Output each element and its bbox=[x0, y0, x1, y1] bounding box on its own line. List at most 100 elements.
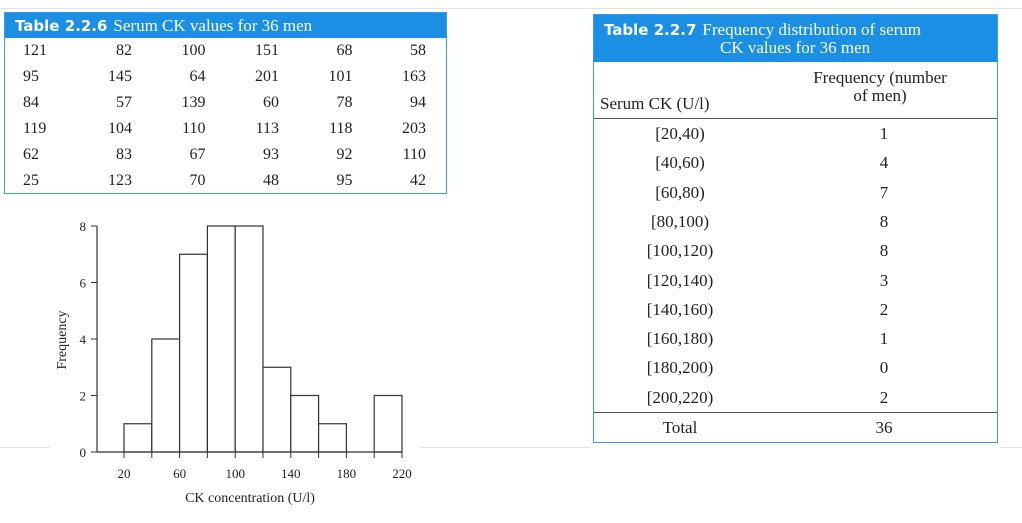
table-cell: 82 bbox=[116, 42, 132, 59]
x-axis-label: CK concentration (U/l) bbox=[185, 491, 315, 506]
range-cell: [20,40) bbox=[655, 124, 705, 143]
table-cell: 119 bbox=[23, 120, 47, 137]
table-cell: 100 bbox=[181, 42, 206, 59]
column-header-frequency: Frequency (number of men) bbox=[790, 69, 970, 105]
table-cell: 163 bbox=[402, 68, 426, 85]
table-cell: 25 bbox=[23, 172, 39, 189]
table-row: [180,200) 0 bbox=[594, 353, 997, 383]
histogram-bar bbox=[373, 394, 403, 453]
table-cell: 60 bbox=[263, 94, 279, 111]
table-row: [80,100) 8 bbox=[594, 207, 997, 237]
table-row: [100,120) 8 bbox=[594, 236, 997, 266]
histogram-bar bbox=[206, 225, 236, 453]
y-tick-label: 8 bbox=[80, 219, 87, 234]
frequency-cell: 2 bbox=[879, 387, 889, 407]
table-row: [160,180) 1 bbox=[594, 324, 997, 354]
table-row: [20,40) 1 bbox=[594, 119, 997, 149]
table-cell: 110 bbox=[182, 120, 206, 137]
table-cell: 203 bbox=[402, 120, 426, 137]
range-cell: [100,120) bbox=[646, 241, 714, 261]
table-row: [140,160) 2 bbox=[594, 295, 997, 325]
table-cell: 70 bbox=[189, 172, 206, 189]
y-axis-label: Frequency bbox=[55, 310, 70, 369]
serum-ck-values-table: Table 2.2.6 Serum CK values for 36 men 12… bbox=[4, 12, 447, 194]
table-row: [200,220) 2 bbox=[594, 383, 997, 413]
table-cell: 151 bbox=[255, 42, 279, 59]
range-cell: [200,220) bbox=[646, 387, 714, 407]
table-row: [40,60) 4 bbox=[594, 148, 997, 178]
range-cell: [140,160) bbox=[646, 299, 714, 319]
table-cell: 48 bbox=[263, 172, 279, 189]
table-cell: 110 bbox=[402, 146, 426, 163]
divider bbox=[0, 8, 460, 9]
divider bbox=[420, 447, 590, 448]
frequency-cell: 1 bbox=[879, 329, 889, 349]
histogram-bar bbox=[318, 423, 348, 453]
table-cell: 121 bbox=[23, 42, 47, 59]
table-cell: 101 bbox=[328, 68, 353, 85]
range-cell: [160,180) bbox=[646, 329, 714, 349]
range-cell: [80,100) bbox=[650, 211, 710, 231]
frequency-cell: 3 bbox=[879, 270, 889, 290]
range-cell: [40,60) bbox=[655, 153, 705, 173]
table-cell: 145 bbox=[108, 68, 132, 85]
range-cell: [120,140) bbox=[646, 270, 714, 290]
histogram-bar bbox=[179, 253, 209, 453]
frequency-cell: 0 bbox=[879, 358, 889, 378]
frequency-cell: 8 bbox=[879, 241, 889, 261]
total-value: 36 bbox=[875, 418, 893, 437]
total-row: Total 36 bbox=[594, 412, 997, 443]
table-cell: 64 bbox=[189, 68, 206, 85]
y-tick-label: 0 bbox=[80, 445, 87, 460]
table-body: 121 82 100 151 68 58 95 145 64 201 101 163 84 57 139 60… bbox=[5, 38, 446, 194]
column-header-serum-ck: Serum CK (U/l) bbox=[600, 94, 710, 113]
x-tick-label: 60 bbox=[173, 466, 186, 481]
table-cell: 113 bbox=[255, 120, 279, 137]
table-cell: 94 bbox=[410, 94, 426, 111]
table-cell: 62 bbox=[23, 146, 39, 163]
x-tick-label: 220 bbox=[392, 466, 412, 481]
column-header-line: of men) bbox=[853, 86, 907, 105]
histogram-bar bbox=[234, 225, 264, 453]
table-cell: 58 bbox=[410, 42, 426, 59]
histogram-bar bbox=[151, 338, 181, 453]
frequency-cell: 7 bbox=[879, 182, 889, 202]
table-cell: 201 bbox=[255, 68, 279, 85]
column-headers: Serum CK (U/l) Frequency (number of men) bbox=[594, 63, 997, 119]
histogram-bar bbox=[290, 394, 320, 453]
table-label: Table 2.2.7 bbox=[604, 21, 697, 39]
frequency-cell: 2 bbox=[879, 299, 889, 319]
table-cell: 42 bbox=[410, 172, 426, 189]
table-cell: 78 bbox=[336, 94, 353, 111]
divider bbox=[460, 8, 1022, 9]
divider bbox=[1000, 447, 1022, 448]
table-cell: 104 bbox=[108, 120, 132, 137]
y-tick-label: 4 bbox=[80, 332, 87, 347]
y-tick-label: 6 bbox=[80, 276, 87, 291]
table-cell: 95 bbox=[336, 172, 353, 189]
x-tick-label: 140 bbox=[281, 466, 301, 481]
table-cell: 93 bbox=[263, 146, 279, 163]
table-cell: 95 bbox=[23, 68, 39, 85]
table-cell: 92 bbox=[336, 146, 353, 163]
table-title-line2: CK values for 36 men bbox=[720, 38, 871, 57]
table-title: Serum CK values for 36 men bbox=[113, 16, 313, 35]
table-row: [60,80) 7 bbox=[594, 178, 997, 208]
histogram-bar bbox=[123, 423, 153, 453]
histogram-bar bbox=[262, 366, 292, 453]
x-tick-label: 180 bbox=[337, 466, 357, 481]
table-title: Frequency distribution of serum bbox=[702, 20, 922, 39]
table-cell: 67 bbox=[189, 146, 206, 163]
divider bbox=[0, 447, 50, 448]
table-cell: 84 bbox=[23, 94, 39, 111]
frequency-cell: 1 bbox=[879, 124, 889, 143]
x-tick-label: 100 bbox=[225, 466, 245, 481]
table-cell: 57 bbox=[116, 94, 132, 111]
range-cell: [180,200) bbox=[646, 358, 714, 378]
table-row: [120,140) 3 bbox=[594, 266, 997, 296]
table-cell: 68 bbox=[336, 42, 353, 59]
histogram-chart: CK concentration (U/l) Frequency 0 2 4 6 8 20… bbox=[55, 219, 412, 506]
range-cell: [60,80) bbox=[655, 182, 705, 202]
table-label: Table 2.2.6 bbox=[15, 17, 108, 35]
total-label: Total bbox=[662, 418, 698, 437]
